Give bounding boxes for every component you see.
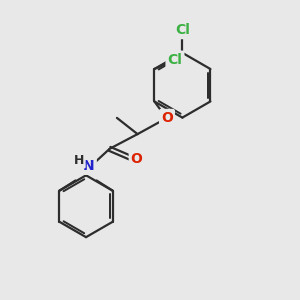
Text: Cl: Cl — [167, 52, 182, 67]
Text: O: O — [161, 111, 173, 125]
Text: H: H — [74, 154, 84, 167]
Text: O: O — [131, 152, 142, 166]
Text: N: N — [83, 159, 95, 173]
Text: Cl: Cl — [175, 23, 190, 37]
